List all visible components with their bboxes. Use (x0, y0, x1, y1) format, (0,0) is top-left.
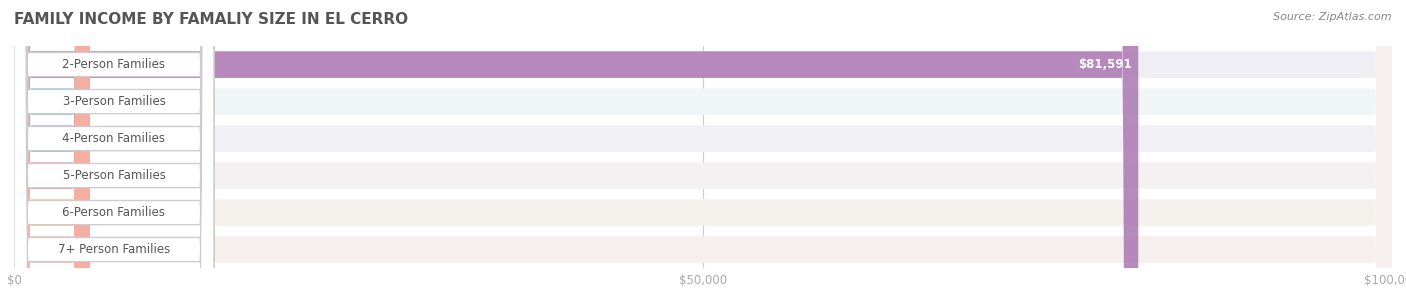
FancyBboxPatch shape (14, 0, 214, 305)
Text: 5-Person Families: 5-Person Families (62, 169, 166, 182)
Text: FAMILY INCOME BY FAMALIY SIZE IN EL CERRO: FAMILY INCOME BY FAMALIY SIZE IN EL CERR… (14, 12, 408, 27)
Text: $0: $0 (101, 169, 115, 182)
Text: 3-Person Families: 3-Person Families (62, 95, 166, 108)
FancyBboxPatch shape (14, 0, 214, 305)
Text: $0: $0 (101, 243, 115, 256)
Text: 6-Person Families: 6-Person Families (62, 206, 166, 219)
FancyBboxPatch shape (14, 0, 1392, 305)
FancyBboxPatch shape (14, 0, 1392, 305)
Text: $81,591: $81,591 (1077, 58, 1132, 71)
FancyBboxPatch shape (14, 0, 90, 305)
FancyBboxPatch shape (14, 0, 90, 305)
FancyBboxPatch shape (14, 0, 214, 305)
Text: 4-Person Families: 4-Person Families (62, 132, 166, 145)
FancyBboxPatch shape (14, 0, 90, 305)
FancyBboxPatch shape (14, 0, 214, 305)
FancyBboxPatch shape (14, 0, 214, 305)
Text: 7+ Person Families: 7+ Person Families (58, 243, 170, 256)
Text: $0: $0 (101, 132, 115, 145)
FancyBboxPatch shape (14, 0, 1139, 305)
FancyBboxPatch shape (14, 0, 1392, 305)
FancyBboxPatch shape (14, 0, 1392, 305)
FancyBboxPatch shape (14, 0, 90, 305)
FancyBboxPatch shape (14, 0, 1392, 305)
Text: $0: $0 (101, 95, 115, 108)
FancyBboxPatch shape (14, 0, 90, 305)
FancyBboxPatch shape (14, 0, 1392, 305)
Text: $0: $0 (101, 206, 115, 219)
Text: 2-Person Families: 2-Person Families (62, 58, 166, 71)
FancyBboxPatch shape (14, 0, 214, 305)
Text: Source: ZipAtlas.com: Source: ZipAtlas.com (1274, 12, 1392, 22)
